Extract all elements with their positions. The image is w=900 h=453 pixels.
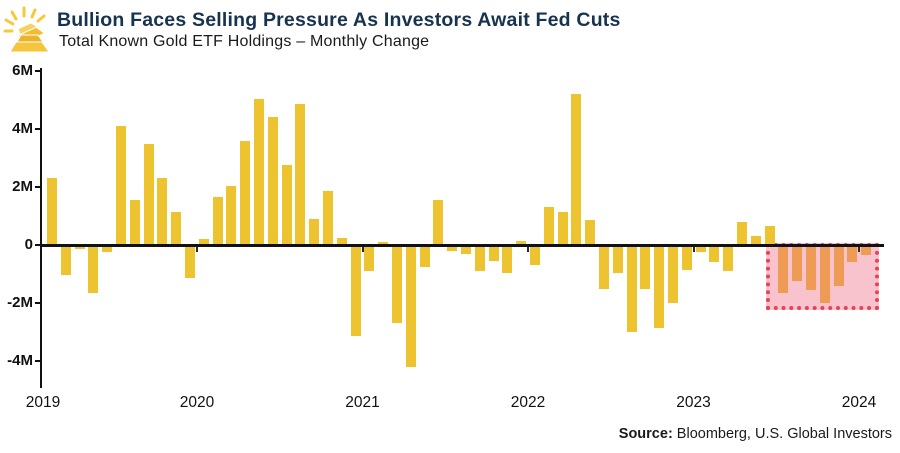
y-axis-line (40, 68, 42, 388)
bar-2020-12 (350, 245, 361, 337)
bar-2023-05 (750, 236, 761, 245)
bar-2019-08 (129, 200, 140, 245)
year-label-2019: 2019 (25, 394, 61, 411)
bar-2021-10 (488, 245, 499, 261)
year-label-2023: 2023 (676, 394, 711, 411)
bar-2022-12 (681, 245, 692, 270)
y-tick-label: 4M (12, 120, 33, 137)
y-axis-tick (35, 302, 41, 304)
y-axis-tick (35, 360, 41, 362)
bar-2021-04 (405, 245, 416, 367)
bar-2022-04 (571, 94, 582, 245)
bar-2020-03 (226, 185, 237, 245)
source-text: Bloomberg, U.S. Global Investors (672, 426, 892, 442)
y-axis-tick (35, 244, 41, 246)
bar-2019-02 (47, 178, 57, 245)
source-label: Source: (618, 426, 673, 442)
year-tick (527, 246, 529, 252)
year-tick (857, 246, 860, 252)
year-label-2022: 2022 (510, 394, 546, 411)
bar-2022-06 (599, 245, 609, 289)
bar-2022-09 (640, 245, 651, 289)
bar-2020-09 (309, 218, 320, 245)
chart-subtitle: Total Known Gold ETF Holdings – Monthly … (59, 33, 430, 50)
bar-2023-04 (737, 221, 747, 245)
bar-2022-01 (530, 245, 540, 266)
bar-2019-03 (60, 245, 71, 276)
bar-2022-07 (612, 245, 623, 273)
bar-2021-07 (447, 245, 458, 251)
bar-2023-06 (764, 226, 775, 245)
bar-2020-08 (295, 104, 306, 245)
bar-2022-02 (543, 207, 554, 245)
bar-2021-09 (474, 245, 485, 272)
bar-2021-12 (516, 240, 527, 245)
bar-2022-11 (668, 245, 678, 303)
chart-title: Bullion Faces Selling Pressure As Invest… (57, 9, 621, 31)
bar-2019-06 (102, 245, 113, 253)
year-label-2020: 2020 (179, 394, 215, 411)
bar-2019-07 (116, 126, 126, 245)
bar-2019-09 (143, 143, 154, 245)
bar-2021-11 (502, 245, 513, 273)
bar-2019-10 (157, 178, 168, 245)
bar-2023-03 (723, 245, 734, 272)
y-axis-tick (35, 70, 41, 72)
bar-2022-03 (557, 211, 568, 245)
bar-2023-09 (806, 245, 816, 290)
bar-2020-02 (212, 197, 223, 245)
bar-2019-11 (171, 211, 182, 245)
y-tick-label: -2M (7, 294, 33, 311)
y-tick-label: 0 (24, 236, 33, 253)
bar-2023-01 (695, 245, 706, 253)
year-label-2021: 2021 (345, 394, 380, 411)
bar-2020-11 (336, 237, 347, 245)
source-note: Source: Bloomberg, U.S. Global Investors (619, 426, 892, 442)
bar-2021-06 (433, 200, 444, 245)
y-axis-tick (35, 128, 41, 130)
bar-2020-05 (254, 98, 264, 245)
bar-2023-08 (792, 245, 803, 282)
bar-2022-10 (654, 245, 665, 328)
y-tick-label: 6M (12, 62, 33, 79)
bar-2023-07 (778, 245, 789, 293)
bar-2021-02 (378, 242, 389, 245)
year-tick (692, 246, 695, 252)
bar-2020-07 (281, 165, 292, 245)
bar-2022-05 (585, 220, 596, 245)
bar-2021-01 (364, 245, 375, 272)
bar-2023-02 (709, 245, 720, 263)
bar-2021-03 (392, 245, 402, 324)
bar-2020-04 (240, 140, 251, 245)
bar-2021-08 (461, 245, 471, 254)
year-tick (196, 246, 198, 252)
bar-2020-06 (267, 117, 278, 245)
year-label-2024: 2024 (841, 394, 877, 411)
chart-header: Bullion Faces Selling Pressure As Invest… (0, 0, 900, 60)
bar-2021-05 (419, 245, 430, 267)
bar-2020-01 (198, 239, 209, 245)
y-axis-tick (35, 186, 41, 188)
bar-2019-04 (74, 245, 85, 250)
y-tick-label: -4M (7, 352, 33, 369)
bar-2022-08 (626, 245, 637, 332)
bar-2023-12 (847, 245, 858, 263)
y-tick-label: 2M (12, 178, 33, 195)
bar-2023-10 (819, 245, 830, 303)
bar-2024-01 (861, 245, 872, 256)
zero-axis-line (40, 244, 884, 247)
sun-rays-icon (3, 6, 46, 33)
gold-bullion-bars-icon (3, 6, 50, 53)
gold-bar-front (9, 34, 50, 53)
year-tick (361, 246, 364, 252)
bar-2023-11 (833, 245, 844, 286)
bar-2020-10 (323, 191, 333, 245)
bar-2019-05 (88, 245, 99, 293)
bar-2019-12 (185, 245, 195, 279)
